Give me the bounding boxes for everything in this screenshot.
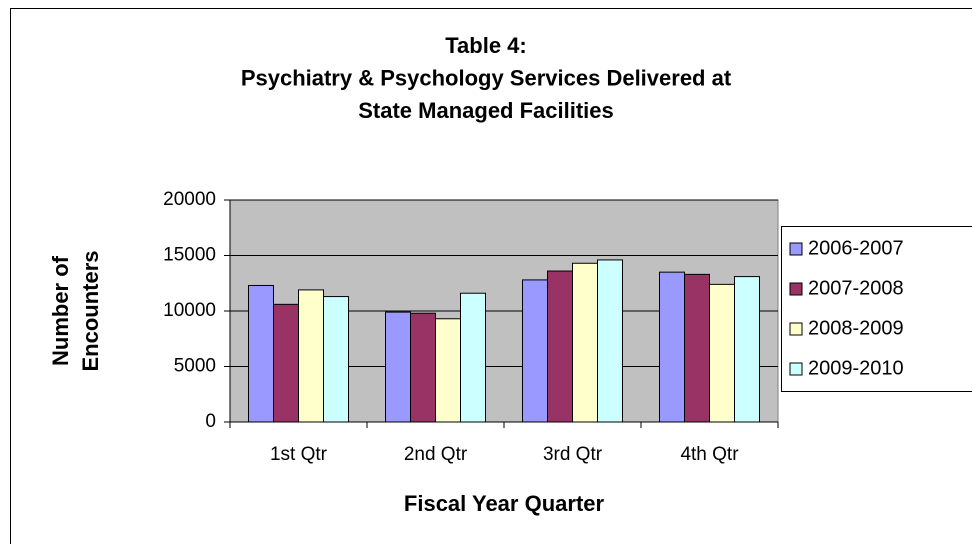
legend-label: 2007-2008 bbox=[808, 277, 904, 299]
bar bbox=[572, 262, 598, 423]
bar bbox=[460, 292, 486, 423]
legend-swatch bbox=[789, 242, 803, 256]
y-tick-label: 20000 bbox=[163, 189, 216, 210]
legend-label: 2006-2007 bbox=[808, 237, 904, 259]
chart-title: Table 4: bbox=[445, 33, 527, 58]
x-axis-label: Fiscal Year Quarter bbox=[404, 491, 605, 516]
y-tick-label: 15000 bbox=[163, 245, 216, 266]
y-tick-label: 10000 bbox=[163, 300, 216, 321]
x-tick-label: 1st Qtr bbox=[270, 444, 328, 465]
chart-title: Psychiatry & Psychology Services Deliver… bbox=[241, 65, 732, 90]
legend-swatch bbox=[789, 362, 803, 376]
y-tick-label: 5000 bbox=[174, 356, 216, 377]
y-axis-label-line: Encounters bbox=[78, 250, 103, 371]
bar bbox=[522, 279, 548, 423]
legend-label: 2009-2010 bbox=[808, 357, 904, 379]
bar bbox=[734, 276, 760, 423]
chart-title: State Managed Facilities bbox=[358, 98, 614, 123]
bar bbox=[659, 271, 685, 423]
legend-swatch bbox=[789, 322, 803, 336]
bar bbox=[709, 283, 735, 423]
bar bbox=[298, 289, 324, 423]
bar bbox=[597, 259, 623, 423]
bar bbox=[323, 296, 349, 423]
bar bbox=[684, 273, 710, 423]
legend-swatch bbox=[789, 282, 803, 296]
y-axis-label: Number of Encounters bbox=[48, 250, 103, 371]
bar bbox=[385, 311, 411, 423]
bar bbox=[435, 318, 461, 423]
x-tick-label: 3rd Qtr bbox=[543, 444, 603, 465]
y-tick-label: 0 bbox=[205, 411, 216, 432]
x-tick-label: 2nd Qtr bbox=[404, 444, 468, 465]
x-tick-label: 4th Qtr bbox=[680, 444, 739, 465]
y-axis-label-line: Number of bbox=[48, 255, 73, 366]
bar bbox=[273, 303, 299, 423]
legend-frame bbox=[781, 226, 972, 392]
bar bbox=[547, 270, 573, 423]
legend-label: 2008-2009 bbox=[808, 317, 904, 339]
bar bbox=[248, 284, 274, 423]
bar bbox=[410, 312, 436, 423]
